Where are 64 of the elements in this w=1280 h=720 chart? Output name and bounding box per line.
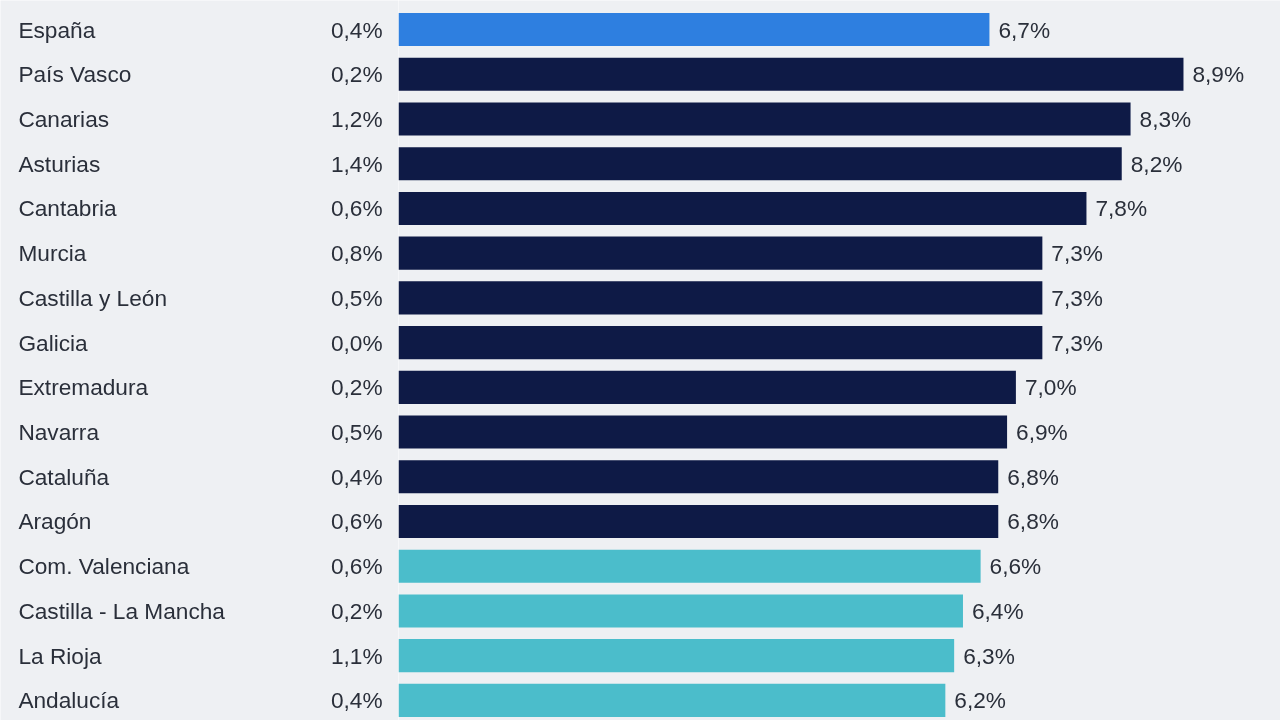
y-tick-label: Canarias bbox=[18, 106, 110, 133]
y-tick-label: País Vasco bbox=[18, 61, 132, 88]
data-label: 8,9% bbox=[1192, 61, 1245, 88]
bar bbox=[398, 549, 981, 583]
text: 1,4% bbox=[330, 150, 383, 177]
bar bbox=[398, 370, 1016, 404]
text: 0,6% bbox=[330, 195, 383, 222]
text: 0,2% bbox=[330, 374, 383, 401]
text: 0,2% bbox=[330, 61, 383, 88]
bar bbox=[398, 594, 963, 628]
data-label: 6,8% bbox=[1007, 508, 1059, 535]
data-label: 6,9% bbox=[1016, 419, 1068, 446]
bar bbox=[398, 236, 1043, 270]
text: 0,4% bbox=[330, 16, 383, 43]
data-label: 6,2% bbox=[954, 687, 1006, 714]
bar bbox=[398, 415, 1008, 449]
text: 0,6% bbox=[330, 508, 383, 535]
data-label: 8,2% bbox=[1130, 150, 1183, 177]
text: 0,4% bbox=[330, 687, 383, 714]
text: 0,6% bbox=[330, 553, 383, 580]
data-label: 6,3% bbox=[963, 642, 1015, 669]
bar bbox=[398, 639, 955, 673]
bar bbox=[398, 13, 990, 47]
bar bbox=[398, 191, 1087, 225]
bar bbox=[398, 683, 946, 717]
y-tick-label: Cantabria bbox=[18, 195, 118, 222]
text: 0,4% bbox=[330, 463, 383, 490]
text: 0,5% bbox=[330, 284, 383, 311]
y-tick-label: Asturias bbox=[18, 150, 101, 177]
bar bbox=[398, 57, 1184, 91]
data-label: 7,3% bbox=[1051, 329, 1103, 356]
text: 0,2% bbox=[330, 597, 383, 624]
text: 1,1% bbox=[330, 642, 383, 669]
y-tick-label: Castilla - La Mancha bbox=[18, 597, 226, 624]
y-tick-label: España bbox=[18, 16, 96, 43]
data-label: 6,8% bbox=[1007, 463, 1059, 490]
data-label: 7,8% bbox=[1095, 195, 1148, 222]
bar bbox=[398, 147, 1122, 181]
y-tick-label: La Rioja bbox=[18, 642, 102, 669]
bar bbox=[398, 102, 1131, 136]
data-label: 6,4% bbox=[971, 597, 1024, 624]
bar bbox=[398, 460, 999, 494]
y-tick-label: Castilla y León bbox=[18, 284, 168, 311]
bar bbox=[398, 326, 1043, 360]
y-tick-label: Navarra bbox=[18, 419, 100, 446]
text: 0,8% bbox=[330, 240, 383, 267]
bar bbox=[398, 281, 1043, 315]
text: 0,0% bbox=[330, 329, 383, 356]
y-tick-label: Galicia bbox=[18, 329, 89, 356]
data-label: 6,6% bbox=[989, 553, 1042, 580]
y-tick-label: Andalucía bbox=[18, 687, 120, 714]
bar bbox=[398, 504, 999, 539]
data-label: 7,3% bbox=[1051, 240, 1103, 267]
data-label: 7,3% bbox=[1051, 284, 1103, 311]
data-label: 8,3% bbox=[1139, 106, 1192, 133]
text: 0,5% bbox=[330, 419, 383, 446]
text: 1,2% bbox=[330, 106, 383, 133]
data-label: 7,0% bbox=[1024, 374, 1077, 401]
y-tick-label: Com. Valenciana bbox=[18, 553, 190, 580]
y-tick-label: Aragón bbox=[18, 508, 92, 535]
y-tick-label: Murcia bbox=[18, 240, 87, 267]
y-tick-label: Extremadura bbox=[18, 374, 149, 401]
data-label: 6,7% bbox=[998, 16, 1051, 43]
y-tick-label: Cataluña bbox=[18, 463, 110, 490]
